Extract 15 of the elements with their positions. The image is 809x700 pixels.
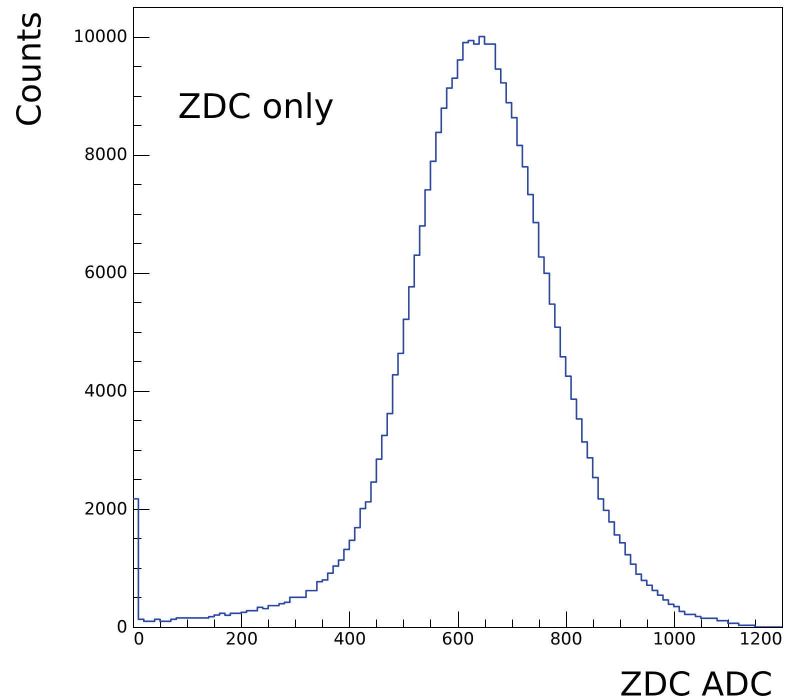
y-axis-title: Counts bbox=[10, 12, 48, 127]
y-tick-label: 10000 bbox=[73, 27, 128, 48]
annotation: ZDC only bbox=[178, 87, 334, 127]
y-tick-label: 2000 bbox=[84, 499, 128, 520]
x-axis-title: ZDC ADC bbox=[620, 664, 772, 700]
x-tick-label: 400 bbox=[334, 630, 366, 650]
y-tick-label: 8000 bbox=[84, 145, 128, 166]
x-tick-label: 800 bbox=[550, 630, 582, 650]
x-tick-label: 1200 bbox=[739, 630, 782, 650]
y-tick-label: 6000 bbox=[84, 263, 128, 284]
x-tick-label: 1000 bbox=[652, 630, 696, 650]
x-tick-label: 600 bbox=[442, 630, 474, 650]
x-tick-label: 200 bbox=[225, 630, 258, 650]
x-tick-label: 0 bbox=[134, 630, 144, 650]
y-tick-label: 4000 bbox=[84, 381, 128, 402]
